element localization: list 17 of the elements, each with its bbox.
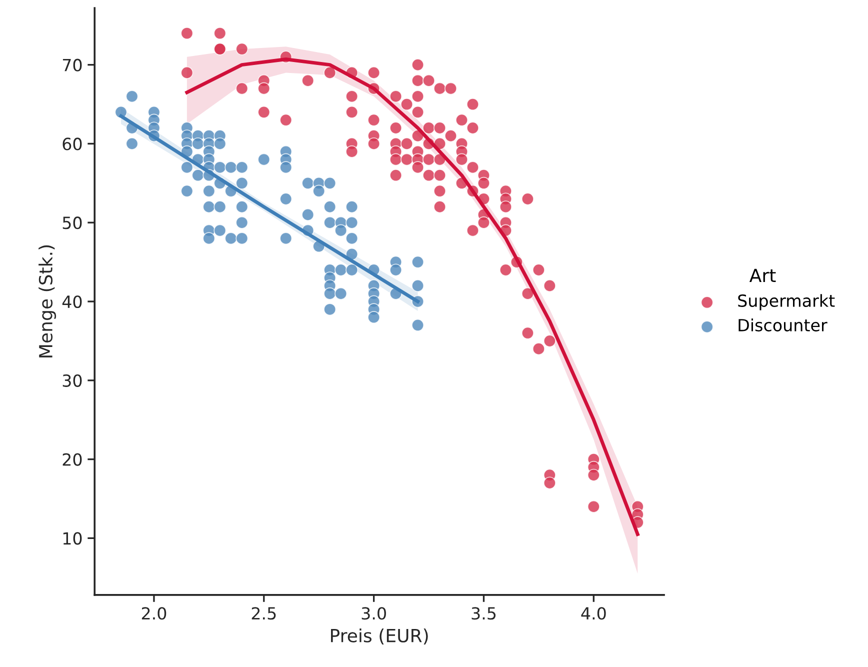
legend-label: Discounter bbox=[738, 318, 828, 332]
legend-label: Supermarkt bbox=[738, 294, 835, 310]
y-tick-label: 50 bbox=[62, 216, 82, 230]
x-tick-label: 4.0 bbox=[581, 607, 606, 620]
y-tick-label: 20 bbox=[62, 453, 82, 466]
legend-title: Art bbox=[749, 268, 776, 282]
y-tick-label: 70 bbox=[62, 58, 82, 72]
x-tick-label: 3.0 bbox=[362, 607, 386, 620]
y-tick-label: 30 bbox=[62, 374, 82, 387]
y-tick-label: 60 bbox=[62, 138, 82, 150]
x-tick-label: 2.0 bbox=[142, 607, 166, 620]
y-axis-title: Menge (Stk.) bbox=[38, 245, 56, 358]
x-tick-label: 2.5 bbox=[252, 607, 276, 620]
x-tick-label: 3.5 bbox=[472, 607, 496, 620]
y-tick-label: 10 bbox=[63, 532, 82, 545]
x-axis-title: Preis (EUR) bbox=[331, 628, 428, 645]
y-tick-label: 40 bbox=[62, 295, 82, 308]
